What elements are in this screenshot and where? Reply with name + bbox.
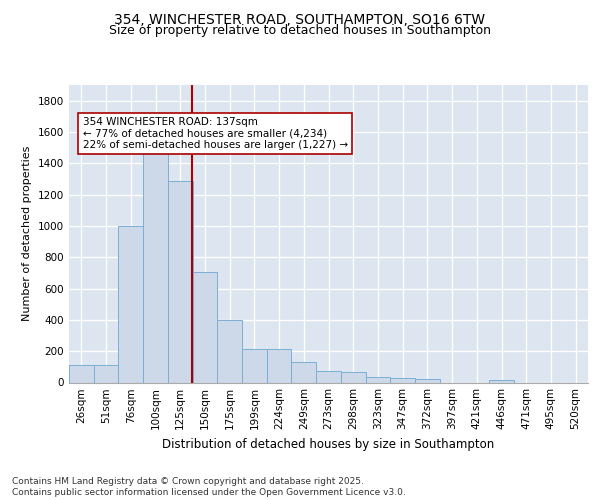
X-axis label: Distribution of detached houses by size in Southampton: Distribution of detached houses by size … [163, 438, 494, 451]
Text: Contains HM Land Registry data © Crown copyright and database right 2025.
Contai: Contains HM Land Registry data © Crown c… [12, 478, 406, 497]
Text: 354, WINCHESTER ROAD, SOUTHAMPTON, SO16 6TW: 354, WINCHESTER ROAD, SOUTHAMPTON, SO16 … [115, 12, 485, 26]
Y-axis label: Number of detached properties: Number of detached properties [22, 146, 32, 322]
Bar [217, 320, 242, 382]
Bar [242, 349, 267, 382]
Text: 354 WINCHESTER ROAD: 137sqm
← 77% of detached houses are smaller (4,234)
22% of : 354 WINCHESTER ROAD: 137sqm ← 77% of det… [83, 117, 348, 150]
Bar [267, 349, 292, 382]
Bar [415, 380, 440, 382]
Bar [168, 180, 193, 382]
Bar [94, 366, 118, 382]
Text: Size of property relative to detached houses in Southampton: Size of property relative to detached ho… [109, 24, 491, 37]
Bar [316, 371, 341, 382]
Bar [341, 372, 365, 382]
Bar [69, 366, 94, 382]
Bar [118, 226, 143, 382]
Bar [489, 380, 514, 382]
Bar [292, 362, 316, 382]
Bar [143, 149, 168, 382]
Bar [365, 377, 390, 382]
Bar [390, 378, 415, 382]
Bar [193, 272, 217, 382]
